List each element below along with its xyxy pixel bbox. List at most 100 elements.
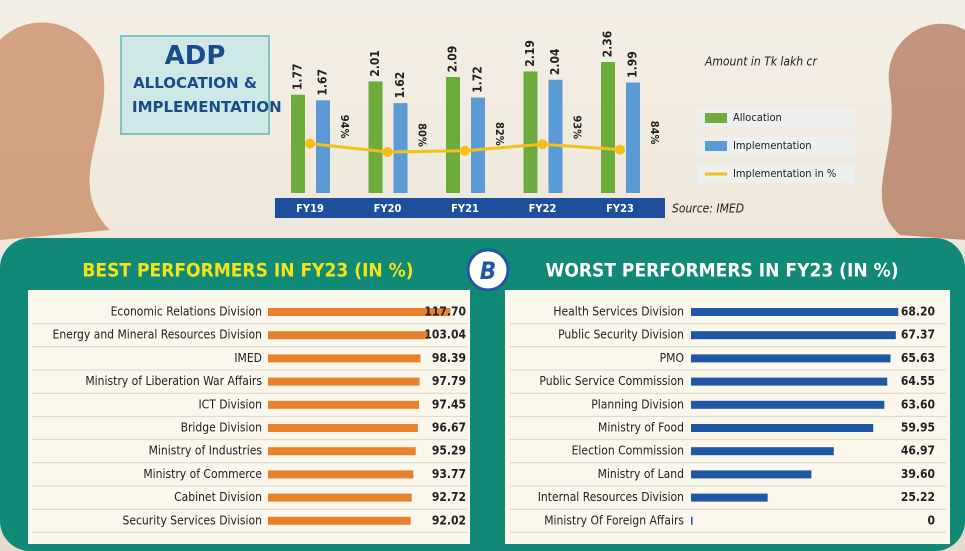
title-box: ADP ALLOCATION & IMPLEMENTATION <box>120 35 282 135</box>
bar <box>268 331 428 340</box>
data-label: 1.67 <box>316 69 330 96</box>
category-label: Ministry of Food <box>598 421 684 435</box>
bar <box>523 71 538 193</box>
worst-title: WORST PERFORMERS IN FY23 (IN %) <box>545 260 898 282</box>
legend-box <box>697 109 855 127</box>
legend-box <box>697 137 855 155</box>
category-label: Ministry of Liberation War Affairs <box>85 374 262 388</box>
bar <box>268 400 420 409</box>
bar <box>268 377 420 386</box>
chart-subtitle: ALLOCATION & IMPLEMENTATION <box>132 74 282 116</box>
category-label: Cabinet Division <box>174 490 262 504</box>
legend-label: Implementation <box>733 139 812 152</box>
bar <box>691 400 885 409</box>
data-label: 98.39 <box>432 351 466 365</box>
category-label: Ministry of Land <box>598 467 684 481</box>
x-tick-label: FY19 <box>296 202 324 215</box>
data-label: 2.19 <box>523 40 537 67</box>
category-label: Ministry Of Foreign Affairs <box>544 513 684 527</box>
data-label: 65.63 <box>901 351 935 365</box>
legend-label: Implementation in % <box>733 167 836 180</box>
category-label: Energy and Mineral Resources Division <box>53 328 262 342</box>
unit-note: Amount in Tk lakh cr <box>704 55 817 69</box>
data-label: 39.60 <box>901 467 935 481</box>
data-label: 97.79 <box>432 374 466 388</box>
bar <box>446 77 460 193</box>
bar <box>691 331 896 340</box>
bar <box>691 424 874 432</box>
category-label: Security Services Division <box>123 513 263 527</box>
bar <box>626 82 640 193</box>
data-label: 1.77 <box>291 63 305 90</box>
data-label: 1.62 <box>393 72 407 99</box>
x-tick-label: FY21 <box>451 202 479 215</box>
best-title: BEST PERFORMERS IN FY23 (IN %) <box>82 260 413 282</box>
data-label: 94% <box>338 115 351 139</box>
x-tick-label: FY23 <box>606 202 634 215</box>
data-label: 25.22 <box>901 490 935 504</box>
bar <box>316 100 330 193</box>
bar <box>268 493 412 502</box>
category-label: Bridge Division <box>181 421 262 435</box>
legend-label: Allocation <box>733 111 782 124</box>
bar <box>471 97 485 193</box>
data-label: 117.70 <box>424 305 466 319</box>
legend-box <box>697 165 855 183</box>
line-point <box>537 139 548 150</box>
x-tick-label: FY20 <box>374 202 402 215</box>
category-label: PMO <box>660 351 684 365</box>
bar <box>268 424 418 432</box>
data-label: 68.20 <box>901 305 935 319</box>
data-label: 0 <box>927 513 935 527</box>
bar <box>691 493 768 502</box>
bar <box>691 447 834 456</box>
data-label: 1.99 <box>626 51 640 78</box>
bar <box>268 516 411 525</box>
bar <box>691 377 888 386</box>
data-label: 59.95 <box>901 421 935 435</box>
line-point <box>305 138 315 149</box>
data-label: 92.72 <box>432 490 466 504</box>
logo-circle <box>466 248 510 292</box>
data-label: 92.02 <box>432 513 466 527</box>
data-label: 2.09 <box>446 46 460 73</box>
bar <box>691 354 891 363</box>
decoration <box>0 22 110 240</box>
data-label: 96.67 <box>432 421 466 435</box>
category-label: Election Commission <box>572 444 684 458</box>
category-label: Economic Relations Division <box>111 305 262 319</box>
data-label: 2.04 <box>548 48 562 75</box>
data-label: 82% <box>493 122 506 146</box>
bar <box>691 308 899 316</box>
bar <box>368 81 383 193</box>
category-label: Health Services Division <box>553 305 684 319</box>
data-label: 46.97 <box>901 444 935 458</box>
category-label: Ministry of Industries <box>149 444 263 458</box>
legend-swatch <box>705 141 727 151</box>
data-label: 80% <box>416 123 429 147</box>
bar <box>691 516 693 525</box>
bar <box>548 79 563 193</box>
data-label: 93% <box>571 115 584 139</box>
bar <box>691 470 812 479</box>
category-label: Planning Division <box>591 397 684 411</box>
data-label: 97.45 <box>432 397 466 411</box>
data-label: 84% <box>648 121 661 145</box>
bar <box>268 308 451 316</box>
category-label: Public Service Commission <box>539 374 684 388</box>
category-band <box>275 198 665 218</box>
chart-title: ADP <box>164 41 226 71</box>
source: Source: IMED <box>672 202 744 216</box>
data-label: 103.04 <box>424 328 466 342</box>
category-label: Ministry of Commerce <box>143 467 262 481</box>
category-label: Internal Resources Division <box>538 490 684 504</box>
category-label: ICT Division <box>198 397 262 411</box>
data-label: 1.72 <box>471 66 485 93</box>
data-label: 2.01 <box>368 50 382 77</box>
bar <box>268 447 416 456</box>
bar <box>601 62 615 193</box>
decoration <box>881 23 965 240</box>
data-label: 2.36 <box>601 31 615 58</box>
